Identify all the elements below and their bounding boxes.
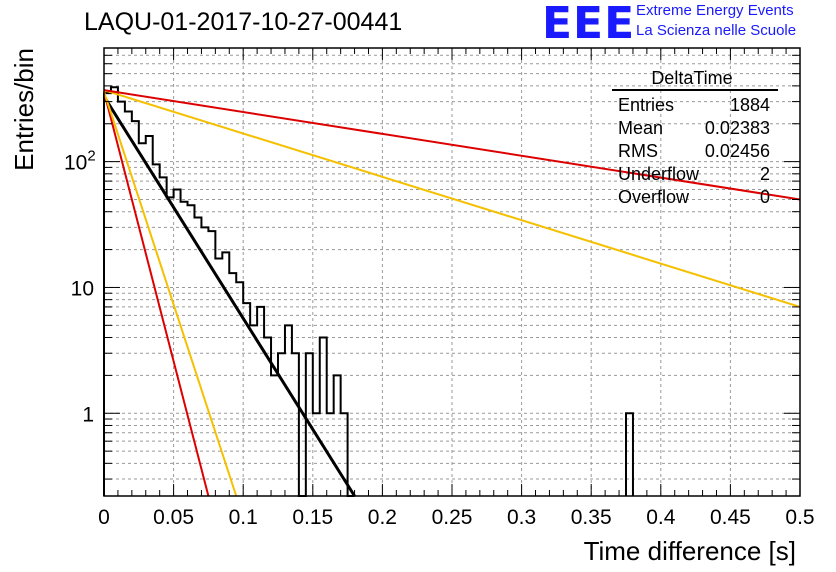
stats-value: 0 <box>760 187 770 207</box>
x-tick-label: 0.45 <box>710 506 751 529</box>
x-tick-label: 0.05 <box>153 506 194 529</box>
x-tick-label: 0.25 <box>432 506 473 529</box>
stats-label: Underflow <box>618 164 700 184</box>
logo-line-2: La Scienza nelle Scuole <box>636 22 797 39</box>
x-tick-label: 0.5 <box>785 506 814 529</box>
series-line <box>103 89 801 201</box>
y-tick-label: 10 <box>71 277 94 300</box>
series-line <box>103 91 210 497</box>
series-line <box>103 89 801 308</box>
stats-value: 1884 <box>730 95 770 115</box>
stats-value: 0.02456 <box>705 141 770 161</box>
stats-label: Mean <box>618 118 663 138</box>
stats-value: 2 <box>760 164 770 184</box>
stats-label: RMS <box>618 141 658 161</box>
series-line <box>103 91 238 497</box>
y-tick-label: 102 <box>64 148 96 175</box>
x-tick-label: 0.1 <box>229 506 258 529</box>
series-line <box>102 95 356 497</box>
stats-label: Entries <box>618 95 674 115</box>
stats-value: 0.02383 <box>705 118 770 138</box>
y-tick-label: 1 <box>82 403 94 426</box>
x-tick-label: 0 <box>98 506 110 529</box>
stats-label: Overflow <box>618 187 690 207</box>
x-tick-label: 0.3 <box>507 506 536 529</box>
x-tick-label: 0.2 <box>368 506 397 529</box>
stats-title: DeltaTime <box>651 68 732 88</box>
eee-logo: EEE <box>542 0 636 49</box>
x-tick-label: 0.35 <box>571 506 612 529</box>
y-axis-label: Entries/bin <box>9 48 39 171</box>
x-tick-label: 0.4 <box>646 506 676 529</box>
logo-line-1: Extreme Energy Events <box>636 2 794 19</box>
x-tick-label: 0.15 <box>292 506 333 529</box>
chart-title: LAQU-01-2017-10-27-00441 <box>84 8 403 36</box>
histogram-bars <box>103 86 634 497</box>
x-axis-label: Time difference [s] <box>584 536 796 566</box>
